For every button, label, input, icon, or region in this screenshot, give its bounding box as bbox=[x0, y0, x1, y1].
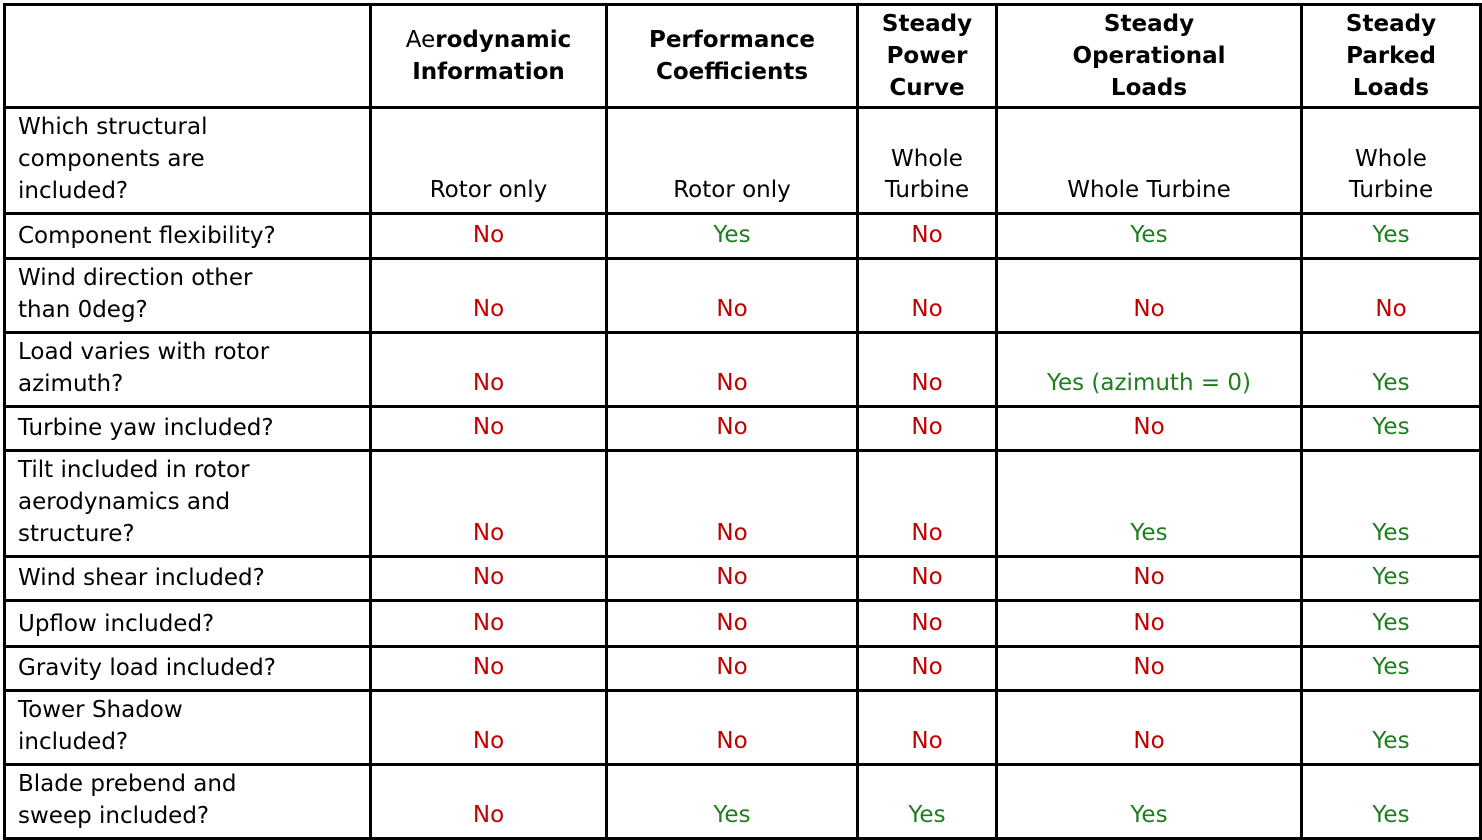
value-cell: Rotor only bbox=[605, 106, 859, 215]
value-cell: No bbox=[995, 689, 1303, 766]
question-cell: Which structural components are included… bbox=[3, 106, 372, 215]
value-cell: No bbox=[995, 257, 1303, 334]
value-cell: No bbox=[856, 599, 998, 648]
col-header-steady-power-curve: Steady Power Curve bbox=[856, 3, 998, 109]
question-cell: Component flexibility? bbox=[3, 212, 372, 260]
value-cell: No bbox=[856, 257, 998, 334]
value-cell: No bbox=[995, 645, 1303, 692]
question-cell: Wind direction other than 0deg? bbox=[3, 257, 372, 334]
col-header-aerodynamic-information: Aerodynamic Information bbox=[369, 3, 608, 109]
capability-comparison-table: Aerodynamic Information Performance Coef… bbox=[3, 3, 1482, 840]
corner-cell bbox=[3, 3, 372, 109]
question-cell: Tilt included in rotor aerodynamics and … bbox=[3, 449, 372, 558]
question-cell: Blade prebend and sweep included? bbox=[3, 763, 372, 840]
value-cell: Yes bbox=[1300, 405, 1482, 452]
value-cell: Yes bbox=[1300, 331, 1482, 408]
value-cell: No bbox=[369, 257, 608, 334]
question-cell: Turbine yaw included? bbox=[3, 405, 372, 452]
question-cell: Load varies with rotor azimuth? bbox=[3, 331, 372, 408]
value-cell: No bbox=[605, 331, 859, 408]
value-cell: Yes bbox=[1300, 689, 1482, 766]
value-cell: No bbox=[369, 763, 608, 840]
value-cell: No bbox=[369, 449, 608, 558]
value-cell: No bbox=[856, 449, 998, 558]
value-cell: No bbox=[605, 257, 859, 334]
table-row: Which structural components are included… bbox=[3, 106, 1482, 215]
table-row: Upflow included? No No No No Yes bbox=[3, 599, 1482, 648]
value-cell: No bbox=[605, 599, 859, 648]
table-row: Load varies with rotor azimuth? No No No Yes… bbox=[3, 331, 1482, 408]
value-cell: Yes bbox=[605, 763, 859, 840]
header-aero-normal-part: Ae bbox=[405, 27, 436, 53]
value-cell: Yes bbox=[995, 212, 1303, 260]
question-cell: Wind shear included? bbox=[3, 555, 372, 602]
value-cell: Whole Turbine bbox=[995, 106, 1303, 215]
value-cell: Yes bbox=[1300, 555, 1482, 602]
value-cell: No bbox=[995, 555, 1303, 602]
value-cell: No bbox=[369, 645, 608, 692]
value-cell: No bbox=[856, 405, 998, 452]
value-cell: Whole Turbine bbox=[856, 106, 998, 215]
value-cell: Yes bbox=[1300, 449, 1482, 558]
value-cell: No bbox=[605, 555, 859, 602]
table-row: Component flexibility? No Yes No Yes Yes bbox=[3, 212, 1482, 260]
value-cell: No bbox=[856, 645, 998, 692]
question-cell: Gravity load included? bbox=[3, 645, 372, 692]
value-cell: No bbox=[856, 689, 998, 766]
header-aero-bold-part: rodynamic Information bbox=[412, 27, 572, 85]
value-cell: No bbox=[605, 449, 859, 558]
value-cell: No bbox=[856, 212, 998, 260]
value-cell: No bbox=[605, 405, 859, 452]
value-cell: No bbox=[605, 689, 859, 766]
col-header-steady-operational-loads: Steady Operational Loads bbox=[995, 3, 1303, 109]
value-cell: Yes bbox=[995, 763, 1303, 840]
value-cell: No bbox=[369, 331, 608, 408]
value-cell: No bbox=[856, 555, 998, 602]
value-cell: Yes bbox=[1300, 599, 1482, 648]
value-cell: Whole Turbine bbox=[1300, 106, 1482, 215]
table-row: Wind shear included? No No No No Yes bbox=[3, 555, 1482, 602]
value-cell: No bbox=[369, 689, 608, 766]
value-cell: Yes bbox=[1300, 645, 1482, 692]
header-row: Aerodynamic Information Performance Coef… bbox=[3, 3, 1482, 109]
table-row: Tower Shadow included? No No No No Yes bbox=[3, 689, 1482, 766]
table-row: Tilt included in rotor aerodynamics and … bbox=[3, 449, 1482, 558]
value-cell: No bbox=[856, 331, 998, 408]
value-cell: Yes bbox=[1300, 763, 1482, 840]
value-cell: Yes bbox=[605, 212, 859, 260]
col-header-steady-parked-loads: Steady Parked Loads bbox=[1300, 3, 1482, 109]
value-cell: Yes bbox=[856, 763, 998, 840]
value-cell: No bbox=[369, 212, 608, 260]
value-cell: No bbox=[369, 555, 608, 602]
value-cell: Yes bbox=[995, 449, 1303, 558]
value-cell: No bbox=[369, 405, 608, 452]
table-body: Which structural components are included… bbox=[3, 106, 1482, 840]
value-cell: No bbox=[369, 599, 608, 648]
value-cell: Yes bbox=[1300, 212, 1482, 260]
question-cell: Upflow included? bbox=[3, 599, 372, 648]
table-row: Wind direction other than 0deg? No No No No N… bbox=[3, 257, 1482, 334]
value-cell: No bbox=[995, 599, 1303, 648]
value-cell: Yes (azimuth = 0) bbox=[995, 331, 1303, 408]
value-cell: No bbox=[605, 645, 859, 692]
value-cell: No bbox=[1300, 257, 1482, 334]
table-row: Gravity load included? No No No No Yes bbox=[3, 645, 1482, 692]
table-row: Blade prebend and sweep included? No Yes Ye… bbox=[3, 763, 1482, 840]
value-cell: Rotor only bbox=[369, 106, 608, 215]
value-cell: No bbox=[995, 405, 1303, 452]
col-header-performance-coefficients: Performance Coefficients bbox=[605, 3, 859, 109]
table-row: Turbine yaw included? No No No No Yes bbox=[3, 405, 1482, 452]
question-cell: Tower Shadow included? bbox=[3, 689, 372, 766]
